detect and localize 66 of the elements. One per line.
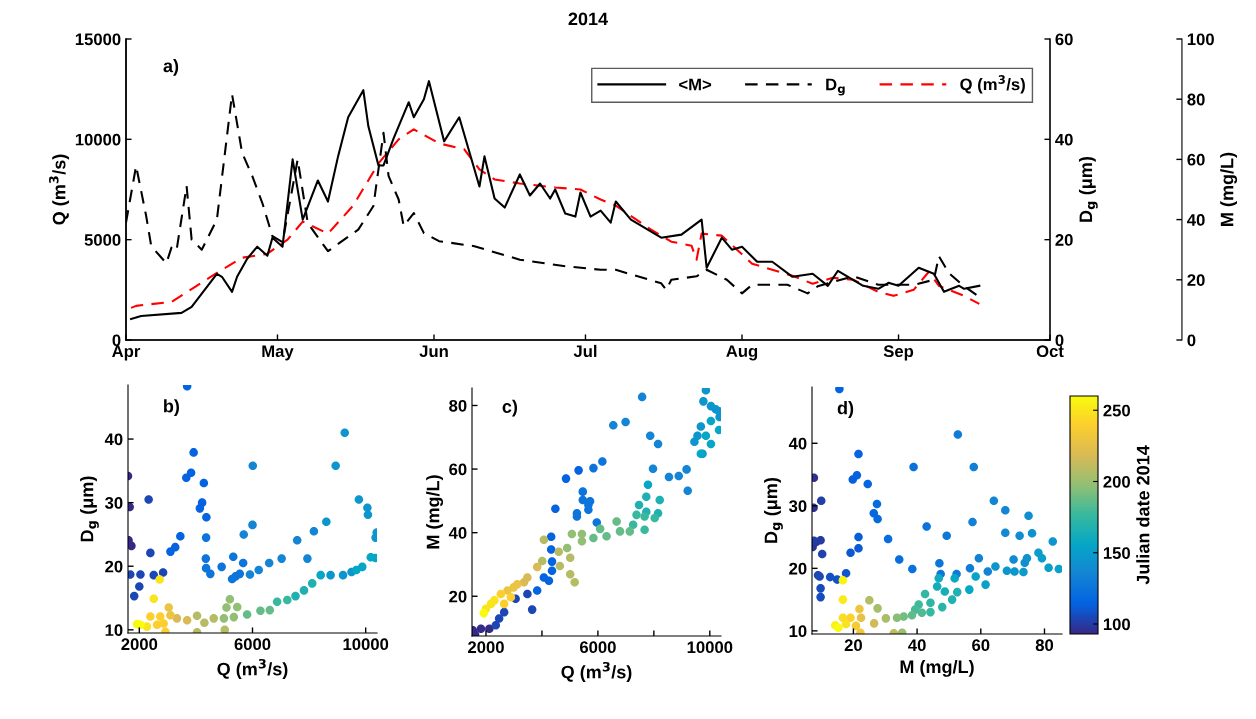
chart-title: 2014 <box>568 12 608 26</box>
x-tick-label: 80 <box>1035 639 1054 652</box>
y3-tick-label: 60 <box>1187 153 1205 166</box>
annotation: c) <box>502 399 518 417</box>
y-axis-title: D$_{g}$ (μm) <box>80 476 99 542</box>
y-tick-label: 0 <box>112 334 121 347</box>
y3-tick-label: 0 <box>1187 334 1196 347</box>
x-tick-label: 6000 <box>579 641 616 654</box>
x-axis-title: M (mg/L) <box>900 659 974 677</box>
y3-tick-label: 20 <box>1187 274 1205 286</box>
x-tick-label: 2000 <box>121 638 158 651</box>
y-axis-title: Q (m$^{3}$/s) <box>49 154 70 225</box>
y-tick-label: 80 <box>449 399 467 412</box>
y2-tick-label: 0 <box>1055 334 1064 347</box>
x-tick-label: May <box>262 345 294 361</box>
x-tick-label: 20 <box>844 639 862 652</box>
y-tick-label: 5000 <box>84 234 121 246</box>
y-tick-label: 10 <box>105 624 123 637</box>
color-bar-label: 150 <box>1103 547 1130 559</box>
x-tick-label: Oct <box>1036 345 1064 358</box>
y-tick-label: 30 <box>104 497 123 509</box>
y-tick-label: 40 <box>104 433 123 446</box>
y2-tick-label: 20 <box>1055 234 1073 246</box>
x-tick-label: 2000 <box>468 641 504 654</box>
color-bar-label: 250 <box>1103 404 1130 417</box>
y2-tick-label: 60 <box>1055 33 1073 46</box>
annotation: d) <box>837 401 854 418</box>
y-tick-label: 15000 <box>75 33 121 46</box>
y2-axis-title: D$_{g}$ (μm) <box>1078 157 1098 222</box>
x-axis-title: Q (m$^{3}$/s) <box>217 658 288 679</box>
x-axis-title: Q (m$^{3}$/s) <box>561 661 632 682</box>
x-tick-label: Sep <box>883 345 914 361</box>
y-axis-title: M (mg/L) <box>426 475 444 549</box>
color-bar-label: 200 <box>1103 475 1130 488</box>
legend-label: D$_{g}$ <box>826 78 845 96</box>
legend-label: Q (m$^{3}$/s) <box>960 75 1025 94</box>
x-tick-label: Jul <box>573 344 597 358</box>
x-tick-label: 40 <box>908 639 926 652</box>
y2-tick-label: 40 <box>1055 133 1073 146</box>
y-axis-title: D$_{g}$ (μm) <box>764 478 783 543</box>
x-tick-label: Aug <box>726 345 758 361</box>
y-tick-label: 40 <box>788 437 807 450</box>
y-tick-label: 10 <box>789 625 807 638</box>
y-tick-label: 10000 <box>75 133 121 146</box>
x-tick-label: 6000 <box>234 638 271 651</box>
color-bar-label: 100 <box>1103 618 1130 631</box>
y-tick-label: 20 <box>105 560 123 573</box>
y3-tick-label: 100 <box>1187 33 1214 46</box>
x-tick-label: 10000 <box>343 638 389 651</box>
y-tick-label: 20 <box>789 562 807 575</box>
legend-label: <M> <box>679 78 712 91</box>
y3-tick-label: 40 <box>1187 214 1205 226</box>
annotation: b) <box>164 399 179 417</box>
y-tick-label: 30 <box>788 500 807 513</box>
x-tick-label: Apr <box>112 345 141 361</box>
x-tick-label: 10000 <box>687 641 733 654</box>
y3-tick-label: 80 <box>1187 93 1205 106</box>
color-bar-title: Julian date 2014 <box>1136 445 1150 585</box>
x-tick-label: Jun <box>419 345 448 358</box>
y-tick-label: 40 <box>448 527 467 539</box>
x-tick-label: 60 <box>972 639 990 652</box>
y3-axis-title: M (mg/L) <box>1220 152 1238 226</box>
line-series <box>130 128 981 309</box>
y-tick-label: 20 <box>449 590 467 603</box>
annotation: a) <box>163 59 179 76</box>
y-tick-label: 60 <box>449 463 467 476</box>
